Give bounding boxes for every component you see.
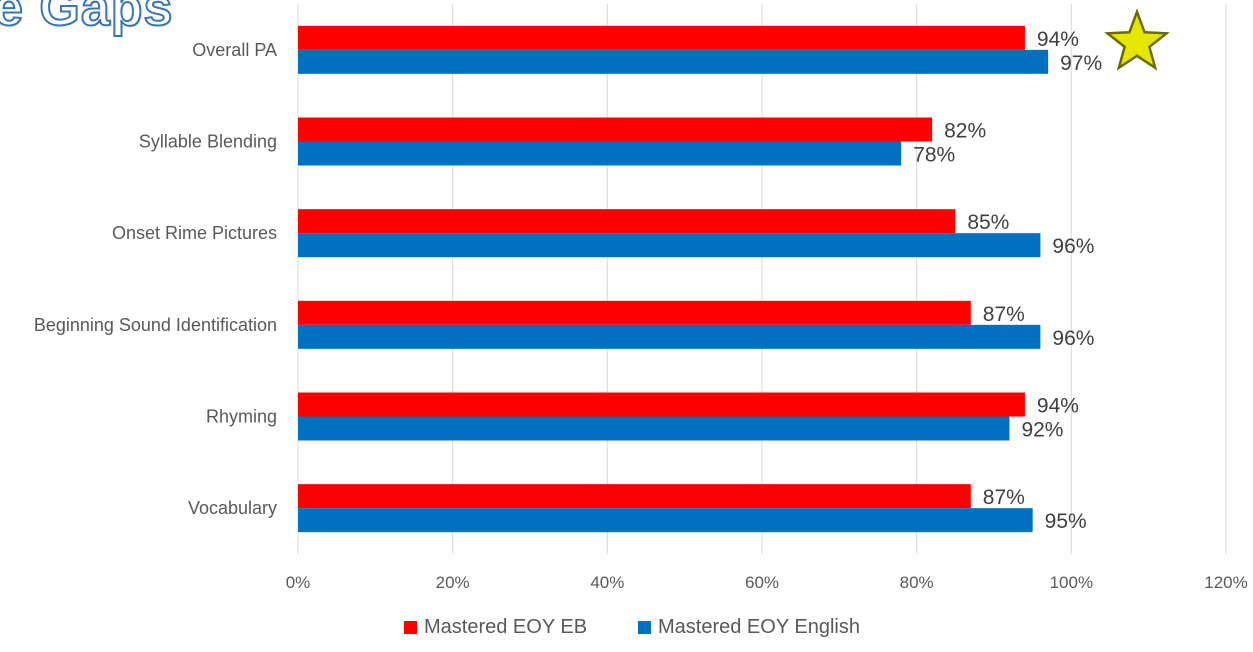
bar-mastered-eoy-english	[298, 416, 1010, 441]
bar-mastered-eoy-english	[298, 233, 1041, 258]
data-label: 94%	[1037, 28, 1079, 51]
legend-swatch-eb	[404, 621, 417, 634]
category-label: Overall PA	[192, 40, 277, 60]
x-tick-label: 0%	[286, 573, 311, 592]
data-label: 96%	[1052, 235, 1094, 258]
legend-swatch-english	[638, 621, 651, 634]
bar-mastered-eoy-english	[298, 141, 902, 166]
slide-title-fragment: e Gaps	[0, 0, 174, 38]
star-icon	[1104, 8, 1170, 71]
category-label: Beginning Sound Identification	[34, 315, 277, 335]
data-label: 95%	[1045, 510, 1087, 533]
x-tick-label: 20%	[436, 573, 470, 592]
legend-label: Mastered EOY EB	[424, 616, 587, 638]
bar-mastered-eoy-english	[298, 324, 1041, 349]
data-label: 85%	[967, 211, 1009, 234]
x-tick-label: 80%	[900, 573, 934, 592]
data-label: 97%	[1060, 52, 1102, 75]
category-label: Vocabulary	[188, 498, 277, 518]
data-label: 87%	[983, 303, 1025, 326]
x-tick-label: 60%	[745, 573, 779, 592]
bar-mastered-eoy-english	[298, 508, 1033, 533]
x-tick-label: 100%	[1050, 573, 1093, 592]
bar-mastered-eoy-eb	[298, 484, 971, 509]
bar-mastered-eoy-eb	[298, 300, 971, 325]
data-label: 96%	[1052, 327, 1094, 350]
category-label: Rhyming	[206, 407, 277, 427]
bar-mastered-eoy-eb	[298, 25, 1025, 50]
data-label: 94%	[1037, 395, 1079, 418]
bar-mastered-eoy-eb	[298, 209, 956, 234]
bar-mastered-eoy-eb	[298, 117, 933, 142]
data-label: 78%	[913, 144, 955, 167]
bar-mastered-eoy-eb	[298, 392, 1025, 417]
x-tick-label: 120%	[1204, 573, 1247, 592]
x-tick-label: 40%	[590, 573, 624, 592]
legend-label: Mastered EOY English	[658, 616, 860, 638]
bar-mastered-eoy-english	[298, 49, 1049, 74]
data-label: 82%	[944, 120, 986, 143]
category-label: Syllable Blending	[139, 132, 277, 152]
data-label: 92%	[1021, 419, 1063, 442]
data-label: 87%	[983, 486, 1025, 509]
category-label: Onset Rime Pictures	[112, 223, 277, 243]
